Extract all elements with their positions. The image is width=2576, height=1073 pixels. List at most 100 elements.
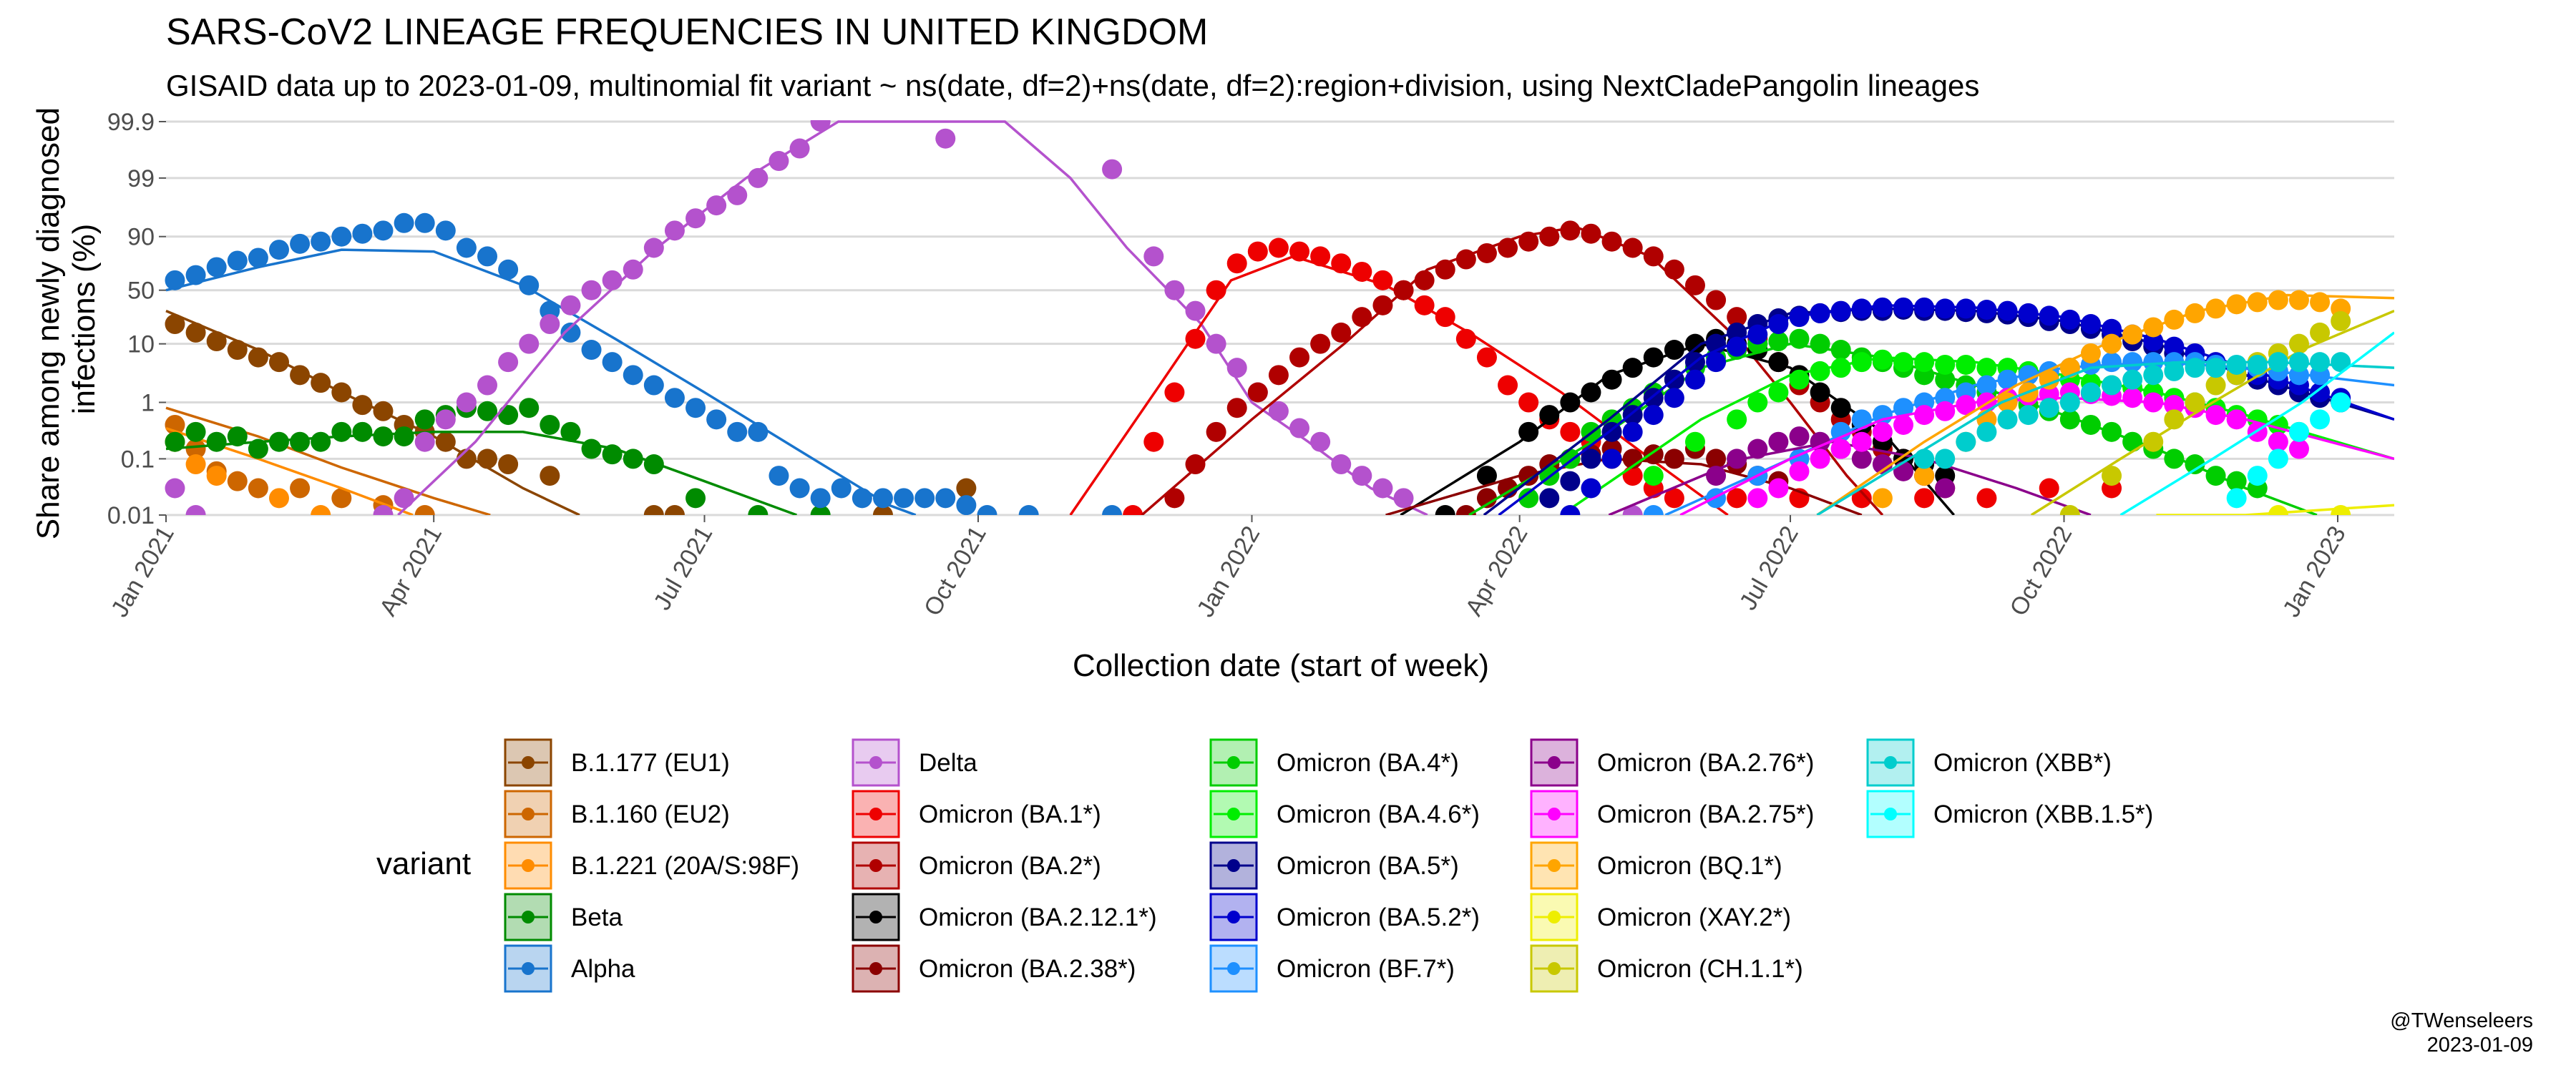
data-point — [1956, 395, 1976, 416]
data-point — [686, 398, 706, 418]
data-point — [165, 478, 185, 499]
data-point — [1164, 382, 1185, 403]
data-point — [852, 488, 872, 509]
legend-item-b-1-160-eu2: B.1.160 (EU2) — [504, 790, 730, 838]
legend-item-omicron-ba-2-75: Omicron (BA.2.75*) — [1530, 790, 1814, 838]
data-point — [1581, 478, 1601, 499]
legend-label: Omicron (BA.4.6*) — [1277, 800, 1480, 828]
legend-item-omicron-ba-1: Omicron (BA.1*) — [852, 790, 1101, 838]
data-point — [1455, 249, 1476, 270]
data-point — [1185, 454, 1206, 475]
data-point — [2226, 294, 2247, 315]
data-point — [2164, 361, 2185, 381]
legend-label: Delta — [919, 749, 977, 777]
legend-title: variant — [376, 846, 471, 881]
legend-label: B.1.160 (EU2) — [571, 800, 730, 828]
data-point — [789, 478, 810, 499]
data-point — [1914, 466, 1935, 486]
y-axis-title: Share among newly diagnosed infections (… — [31, 99, 102, 539]
data-point — [1622, 237, 1643, 258]
data-point — [1518, 466, 1539, 486]
data-point — [1143, 246, 1164, 267]
data-point — [519, 275, 540, 295]
legend-key-point — [1227, 756, 1240, 769]
data-point — [1435, 259, 1455, 280]
data-point — [1727, 488, 1747, 509]
data-point — [1684, 431, 1705, 452]
data-point — [581, 340, 602, 361]
data-point — [1289, 347, 1310, 368]
data-point — [248, 248, 268, 268]
legend-label: Omicron (XBB.1.5*) — [1933, 800, 2153, 828]
legend-key-point — [522, 859, 535, 872]
data-point — [1768, 478, 1789, 499]
data-point — [1768, 382, 1789, 403]
data-point — [935, 488, 956, 509]
data-point — [2185, 303, 2205, 323]
series-b-1-177-eu1 — [165, 309, 977, 515]
data-point — [643, 454, 664, 475]
data-point — [1872, 454, 1893, 475]
data-point — [1830, 398, 1851, 418]
legend-key-point — [1884, 756, 1897, 769]
data-point — [2288, 421, 2309, 442]
y-tick-label: 1 — [141, 390, 155, 417]
data-point — [414, 505, 435, 515]
data-point — [1810, 449, 1830, 469]
legend-label: Omicron (BA.2*) — [919, 852, 1101, 880]
data-point — [1976, 488, 1997, 509]
data-point — [1018, 505, 1039, 515]
data-point — [2247, 292, 2268, 313]
data-point — [1956, 431, 1976, 452]
data-point — [1851, 488, 1872, 509]
data-point — [1914, 352, 1935, 373]
data-point — [769, 151, 789, 172]
data-point — [664, 388, 685, 408]
data-point — [352, 395, 373, 416]
data-point — [1872, 488, 1893, 509]
data-point — [1893, 297, 1914, 318]
data-point — [1601, 449, 1622, 469]
data-point — [1830, 340, 1851, 361]
legend-key-point — [1227, 911, 1240, 923]
legend-label: Omicron (BA.2.38*) — [919, 955, 1136, 983]
data-point — [1310, 333, 1331, 354]
data-point — [831, 478, 852, 499]
data-point — [394, 426, 414, 447]
data-point — [1664, 388, 1684, 408]
data-point — [560, 295, 581, 315]
legend-label: Omicron (BA.4*) — [1277, 749, 1459, 777]
data-point — [540, 414, 560, 435]
data-point — [602, 270, 623, 290]
data-point — [1893, 398, 1914, 418]
data-point — [2331, 352, 2351, 373]
data-point — [2268, 290, 2288, 310]
data-point — [540, 466, 560, 486]
data-point — [643, 375, 664, 396]
y-tick-label: 10 — [127, 331, 155, 358]
legend-label: Omicron (BA.2.75*) — [1597, 800, 1814, 828]
data-point — [414, 431, 435, 452]
data-point — [290, 233, 311, 254]
data-point — [1581, 449, 1601, 469]
caption-author: @TWenseleers — [2390, 1009, 2533, 1032]
data-point — [477, 246, 498, 267]
y-axis-ticks: 0.01 0.1 1 10 50 90 99 99.9 — [107, 109, 166, 529]
data-point — [1914, 488, 1935, 509]
data-point — [185, 322, 206, 343]
data-point — [1581, 382, 1601, 403]
data-point — [477, 449, 498, 469]
data-point — [1956, 354, 1976, 375]
data-point — [664, 220, 685, 241]
legend-item-omicron-ch-1-1: Omicron (CH.1.1*) — [1530, 944, 1803, 993]
data-point — [2059, 505, 2080, 515]
legend-label: Omicron (BA.5*) — [1277, 852, 1459, 880]
data-point — [1643, 347, 1664, 368]
data-point — [290, 431, 311, 452]
data-point — [2310, 292, 2331, 313]
data-point — [894, 488, 914, 509]
data-point — [1352, 261, 1372, 282]
data-point — [2164, 336, 2185, 357]
data-point — [1810, 303, 1830, 323]
